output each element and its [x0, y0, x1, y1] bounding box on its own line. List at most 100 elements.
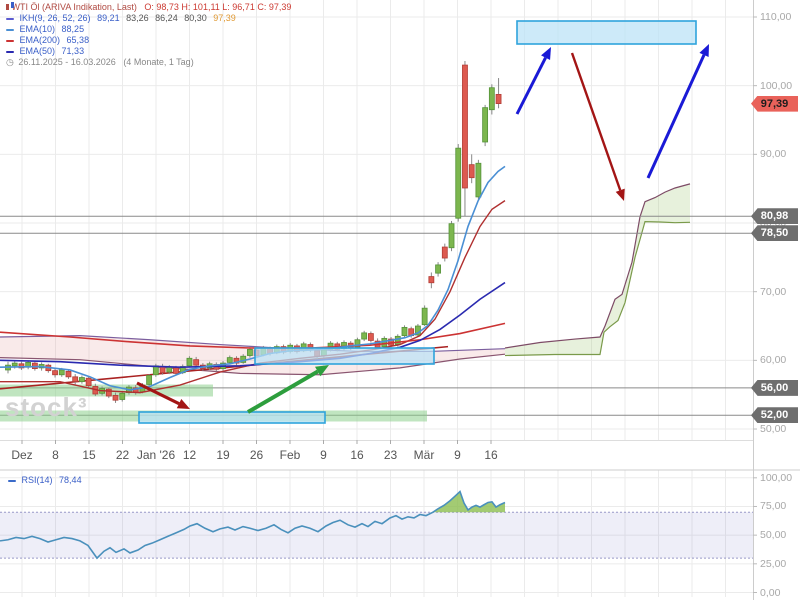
candlestick: [361, 332, 368, 340]
scenario-arrow-blue-1-head[interactable]: [541, 47, 551, 60]
level-badge: 80,98: [751, 208, 798, 225]
x-axis-label: 23: [383, 448, 398, 462]
date-range: 26.11.2025 - 16.03.2026: [18, 57, 116, 67]
x-axis-label: 16: [484, 448, 498, 462]
x-axis-label: 16: [350, 448, 364, 462]
x-axis-label: Dez: [11, 448, 33, 462]
legend-instrument-row[interactable]: WTI Öl (ARIVA Indikation, Last) O: 98,73…: [6, 2, 291, 13]
ichimoku-cloud-forward-upper-border: [504, 183, 691, 349]
scenario-arrow-blue-2-head[interactable]: [699, 44, 709, 58]
candlestick: [455, 147, 462, 219]
scenario-arrow-red-left-head[interactable]: [176, 399, 190, 409]
legend-ema200-row[interactable]: EMA(200) 65,38: [6, 35, 291, 46]
breakout-box-middle[interactable]: [254, 347, 435, 365]
scenario-arrow-green-head[interactable]: [315, 365, 329, 377]
ema50-label: EMA(50): [19, 46, 56, 56]
scenario-arrow-red-top[interactable]: [570, 52, 622, 191]
ikh-value-1: 89,21: [97, 13, 120, 23]
candlestick: [367, 333, 374, 341]
candlestick: [421, 307, 428, 326]
candlestick: [226, 357, 233, 363]
candlestick: [193, 359, 200, 366]
candlestick: [119, 392, 126, 400]
scenario-arrow-blue-1[interactable]: [515, 57, 547, 115]
candlestick: [495, 93, 502, 104]
candlestick: [72, 376, 79, 383]
rsi-label: RSI(14): [21, 475, 53, 485]
ikh-color-dash: [6, 17, 14, 20]
y-axis-label: 60,00: [760, 354, 787, 367]
candlestick: [482, 107, 489, 143]
ikh-value-2: 83,26: [126, 13, 149, 23]
candlestick: [18, 363, 25, 369]
candlestick: [401, 326, 408, 337]
legend-daterange-row[interactable]: ◷ 26.11.2025 - 16.03.2026 (4 Monate, 1 T…: [6, 57, 291, 68]
legend-ikh-row[interactable]: IKH(9, 26, 52, 26) 89,21 83,26 86,24 80,…: [6, 13, 291, 24]
y-axis-label: 100,00: [760, 79, 793, 92]
support-box-bottom[interactable]: [138, 411, 326, 424]
chart-legend: WTI Öl (ARIVA Indikation, Last) O: 98,73…: [6, 2, 291, 68]
level-badge: 56,00: [751, 379, 798, 396]
x-axis-label: Feb: [279, 448, 301, 462]
rsi-legend-row[interactable]: RSI(14) 78,44: [8, 475, 82, 486]
x-axis-label: 22: [115, 448, 130, 462]
candlestick: [435, 264, 441, 274]
rsi-color-dash: [8, 479, 16, 482]
x-axis-label: 12: [182, 448, 197, 462]
candlestick: [462, 64, 468, 189]
x-axis-label: 9: [320, 448, 327, 462]
rsi-axis-label: 75,00: [760, 500, 787, 513]
ohlc-values: O: 98,73 H: 101,11 L: 96,71 C: 97,39: [144, 2, 292, 12]
scenario-arrow-red-left[interactable]: [136, 381, 180, 406]
ikh-label: IKH(9, 26, 52, 26): [19, 13, 91, 23]
x-axis-label: 26: [249, 448, 264, 462]
candlestick: [85, 377, 92, 387]
candlestick: [475, 162, 482, 198]
x-axis-label: 15: [82, 448, 96, 462]
candlestick: [166, 366, 173, 373]
level-badge: 52,00: [751, 407, 798, 424]
x-axis-label: 8: [52, 448, 59, 462]
y-axis-label: 70,00: [760, 285, 787, 298]
candlestick: [488, 87, 495, 111]
scenario-arrow-blue-2[interactable]: [646, 54, 706, 179]
candlestick: [186, 357, 193, 367]
rsi-line: [0, 490, 506, 560]
target-box-top[interactable]: [516, 20, 697, 45]
ema10-label: EMA(10): [19, 24, 56, 34]
legend-ema10-row[interactable]: EMA(10) 88,25: [6, 24, 291, 35]
candlestick: [233, 357, 240, 364]
y-axis-label: 90,00: [760, 148, 787, 161]
candlestick: [428, 276, 435, 284]
rsi-axis-label: 0,00: [760, 586, 781, 599]
last-price-badge: 97,39: [751, 95, 798, 112]
candlestick: [112, 394, 119, 401]
ikh-value-5: 97,39: [213, 13, 236, 23]
candlestick: [65, 370, 72, 378]
x-axis-label: 19: [216, 448, 230, 462]
scenario-arrow-red-top-head[interactable]: [615, 188, 625, 201]
clock-icon: ◷: [6, 57, 14, 67]
ikh-value-4: 80,30: [184, 13, 207, 23]
ema200-color-dash: [6, 39, 14, 42]
ema200-label: EMA(200): [19, 35, 61, 45]
candlestick: [58, 369, 65, 376]
candlestick: [146, 375, 153, 385]
candlestick: [11, 362, 18, 367]
level-badge: 78,50: [751, 225, 798, 242]
rsi-overbought-fill: [433, 491, 505, 513]
candlestick: [173, 367, 179, 374]
candlestick: [468, 164, 475, 179]
ichimoku-cloud-forward-lower-border: [504, 221, 691, 357]
ichimoku-cloud-lower-border: [0, 353, 506, 376]
stock3-watermark-logo: stock³: [5, 392, 88, 422]
rsi-axis-label: 25,00: [760, 557, 787, 570]
scenario-arrow-green[interactable]: [246, 369, 319, 414]
ichimoku-cloud-forward: [505, 183, 690, 356]
candlestick: [247, 348, 253, 356]
ikh-value-3: 86,24: [155, 13, 178, 23]
rsi-neutral-band: [0, 512, 753, 559]
legend-ema50-row[interactable]: EMA(50) 71,33: [6, 46, 291, 57]
